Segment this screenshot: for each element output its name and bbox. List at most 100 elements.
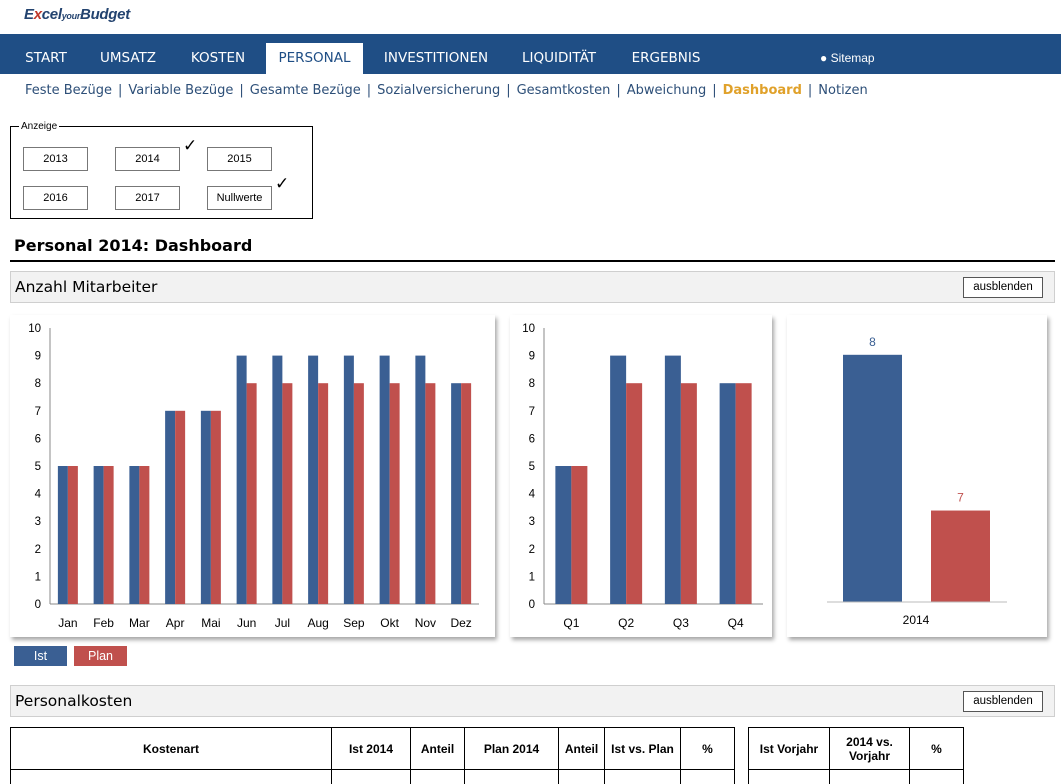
y-tick-label: 3 <box>35 516 41 528</box>
checkmark-icon: ✓ <box>183 136 198 156</box>
year-button-2013[interactable]: 2013 <box>23 147 88 171</box>
column-header-percent: % <box>680 727 735 770</box>
x-tick-label: Jun <box>237 616 256 630</box>
y-tick-label: 5 <box>529 461 535 473</box>
bar-ist <box>129 466 140 604</box>
page-title: Personal 2014: Dashboard <box>14 236 253 255</box>
y-tick-label: 4 <box>529 489 536 501</box>
subnav-sozialversicherung[interactable]: Sozialversicherung <box>377 83 501 98</box>
bar-ist <box>57 466 68 604</box>
bar-ist <box>93 466 104 604</box>
bar-plan <box>680 383 697 604</box>
vorjahr-table: Ist Vorjahr 2014 vs. Vorjahr % <box>748 727 964 784</box>
bar-plan <box>210 410 221 604</box>
y-tick-label: 0 <box>35 599 41 611</box>
subnav-feste-bezuege[interactable]: Feste Bezüge <box>25 83 112 98</box>
bar-ist <box>719 383 736 604</box>
x-tick-label: Mar <box>129 616 150 630</box>
column-header-plan: Plan 2014 <box>464 727 559 770</box>
cost-table: Kostenart Ist 2014 Anteil Plan 2014 Ante… <box>10 727 735 784</box>
checkmark-icon: ✓ <box>275 174 290 194</box>
x-tick-label: Mai <box>201 616 220 630</box>
year-button-2016[interactable]: 2016 <box>23 186 88 210</box>
y-tick-label: 10 <box>28 323 41 335</box>
x-tick-label: Sep <box>343 616 365 630</box>
x-tick-label: Nov <box>415 616 436 630</box>
bar-ist <box>415 355 426 604</box>
hide-button[interactable]: ausblenden <box>963 691 1043 712</box>
nav-umsatz[interactable]: UMSATZ <box>99 50 157 66</box>
sub-navigation: Feste Bezüge | Variable Bezüge | Gesamte Bez… <box>25 83 868 98</box>
bar-ist <box>272 355 283 604</box>
legend-plan: Plan <box>74 646 127 666</box>
logo-text-your: your <box>61 11 81 21</box>
year-button-2014[interactable]: 2014 <box>115 147 180 171</box>
bar-ist <box>308 355 319 604</box>
bar-plan <box>735 383 752 604</box>
subnav-variable-bezuege[interactable]: Variable Bezüge <box>128 83 234 98</box>
x-tick-label: Q1 <box>563 616 579 630</box>
bar-ist <box>165 410 176 604</box>
app-logo[interactable]: ExcelyourBudget <box>24 6 130 23</box>
bar-plan <box>931 510 990 602</box>
subnav-separator: | <box>239 83 244 98</box>
bar-plan <box>318 383 329 604</box>
anzeige-year-selector: Anzeige <box>10 121 313 219</box>
column-header-ist: Ist 2014 <box>331 727 411 770</box>
y-tick-label: 7 <box>529 406 535 418</box>
bar-plan <box>67 466 78 604</box>
quarterly-chart-panel: 0 1 2 3 4 5 6 7 8 9 10 Q1 Q2 Q3 Q4 <box>510 315 772 637</box>
y-tick-label: 4 <box>35 489 42 501</box>
y-tick-label: 1 <box>529 571 535 583</box>
subnav-separator: | <box>616 83 621 98</box>
y-tick-label: 2 <box>35 544 41 556</box>
x-tick-label: Jul <box>275 616 290 630</box>
bar-plan <box>139 466 150 604</box>
bar-ist <box>343 355 354 604</box>
column-header-ist-vorjahr: Ist Vorjahr <box>748 727 830 770</box>
bar-ist <box>664 355 681 604</box>
subnav-notizen[interactable]: Notizen <box>818 83 868 98</box>
nav-start[interactable]: START <box>25 50 67 66</box>
top-navigation: START UMSATZ KOSTEN PERSONAL INVESTITION… <box>0 34 1061 74</box>
nav-kosten[interactable]: KOSTEN <box>190 50 246 66</box>
bar-ist <box>379 355 390 604</box>
subnav-abweichung[interactable]: Abweichung <box>626 83 707 98</box>
monthly-chart-panel: 0 1 2 3 4 5 6 7 8 9 10 Jan Feb Mar Apr Mai Jun Jul Aug Sep O… <box>10 315 495 637</box>
hide-button[interactable]: ausblenden <box>963 277 1043 298</box>
nav-ergebnis[interactable]: ERGEBNIS <box>631 50 701 66</box>
bar-plan <box>461 383 472 604</box>
subnav-gesamtkosten[interactable]: Gesamtkosten <box>516 83 611 98</box>
logo-text-x: x <box>33 6 42 23</box>
y-tick-label: 8 <box>35 378 41 390</box>
sitemap-link[interactable]: ● Sitemap <box>820 51 875 65</box>
nullwerte-button[interactable]: Nullwerte <box>207 186 272 210</box>
bar-plan <box>389 383 400 604</box>
bar-ist <box>610 355 627 604</box>
y-tick-label: 3 <box>529 516 535 528</box>
bar-ist <box>555 466 572 604</box>
subnav-dashboard[interactable]: Dashboard <box>722 83 802 98</box>
bar-plan <box>103 466 114 604</box>
nav-personal[interactable]: PERSONAL <box>266 43 363 74</box>
nav-liquiditaet[interactable]: LIQUIDITÄT <box>522 50 596 66</box>
logo-text-budget: Budget <box>80 6 130 23</box>
column-header-anteil: Anteil <box>558 727 605 770</box>
year-button-2017[interactable]: 2017 <box>115 186 180 210</box>
section-title: Personalkosten <box>15 692 133 710</box>
y-tick-label: 7 <box>35 406 41 418</box>
bar-ist <box>236 355 247 604</box>
column-header-vs-vorjahr: 2014 vs. Vorjahr <box>829 727 910 770</box>
section-header-mitarbeiter: Anzahl Mitarbeiter ausblenden <box>10 271 1055 303</box>
bar-plan <box>425 383 436 604</box>
y-tick-label: 6 <box>35 433 41 445</box>
y-tick-label: 0 <box>529 599 535 611</box>
yearly-chart-panel: 8 7 2014 <box>787 315 1047 637</box>
bar-plan <box>246 383 257 604</box>
x-tick-label: Feb <box>93 616 114 630</box>
nav-investitionen[interactable]: INVESTITIONEN <box>383 50 489 66</box>
column-header-percent: % <box>909 727 964 770</box>
y-tick-label: 10 <box>522 323 535 335</box>
subnav-gesamte-bezuege[interactable]: Gesamte Bezüge <box>249 83 361 98</box>
year-button-2015[interactable]: 2015 <box>207 147 272 171</box>
